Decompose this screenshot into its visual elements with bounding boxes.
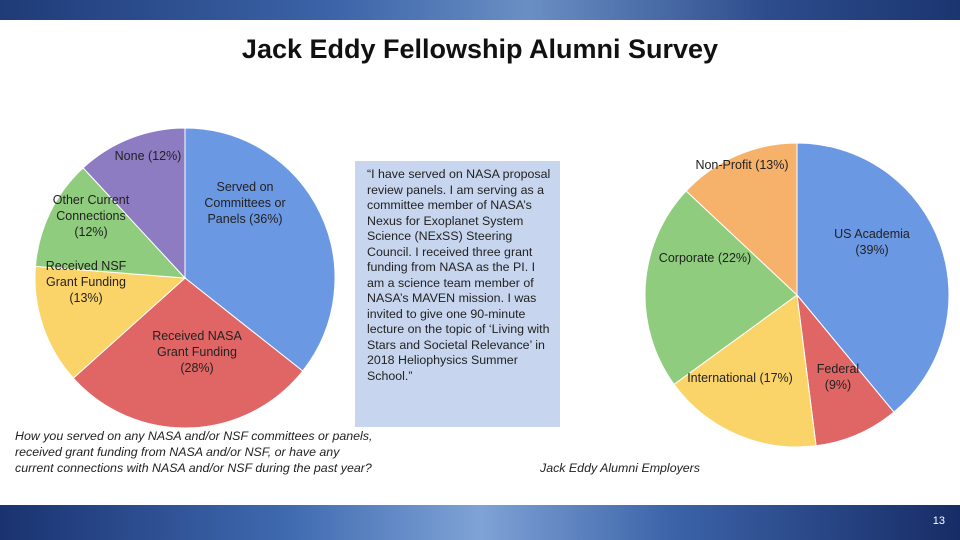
- top-decorative-band: [0, 0, 960, 20]
- pie-slice: [34, 265, 187, 379]
- slice-label: Other Current Connections (12%): [53, 193, 130, 239]
- pie-slice: [184, 127, 336, 372]
- slice-label: None (12%): [115, 149, 182, 163]
- bottom-decorative-band: [0, 505, 960, 540]
- pie-slice: [673, 294, 817, 448]
- nasa-nsf-connections-pie-chart: Served on Committees or Panels (36%) Receiv…: [34, 127, 336, 429]
- alumni-quote: “I have served on NASA proposal review p…: [367, 167, 551, 383]
- slide-canvas: Jack Eddy Fellowship Alumni Survey Serve…: [0, 20, 960, 505]
- slice-label: Served on Committees or Panels (36%): [204, 180, 285, 226]
- left-caption-line: How you served on any NASA and/or NSF co…: [15, 429, 373, 443]
- slice-label: Non-Profit (13%): [695, 158, 788, 172]
- quote-box: “I have served on NASA proposal review p…: [355, 161, 560, 427]
- pie-slice: [82, 127, 186, 280]
- alumni-employers-pie-chart: US Academia (39%) Federal (9%) International…: [644, 142, 950, 448]
- pie-slice: [34, 167, 187, 279]
- pie-slice: [644, 190, 798, 386]
- left-caption-line: received grant funding from NASA and/or …: [15, 445, 340, 459]
- slice-label: Received NASA Grant Funding (28%): [152, 329, 242, 375]
- slice-label: International (17%): [687, 371, 793, 385]
- slice-label: Corporate (22%): [659, 251, 751, 265]
- right-chart-caption: Jack Eddy Alumni Employers: [540, 461, 700, 475]
- slide-title: Jack Eddy Fellowship Alumni Survey: [241, 34, 719, 64]
- page-number: 13: [932, 515, 945, 527]
- pie-slice: [72, 277, 304, 429]
- slice-label: Received NSF Grant Funding (13%): [46, 259, 127, 305]
- pie-slice: [796, 293, 895, 447]
- left-caption-line: current connections with NASA and/or NSF…: [15, 461, 372, 475]
- left-chart-caption: How you served on any NASA and/or NSF co…: [15, 428, 455, 476]
- pie-slice: [685, 142, 798, 297]
- pie-slice: [796, 142, 950, 413]
- slice-label: US Academia (39%): [834, 227, 910, 257]
- slice-label: Federal (9%): [817, 362, 859, 392]
